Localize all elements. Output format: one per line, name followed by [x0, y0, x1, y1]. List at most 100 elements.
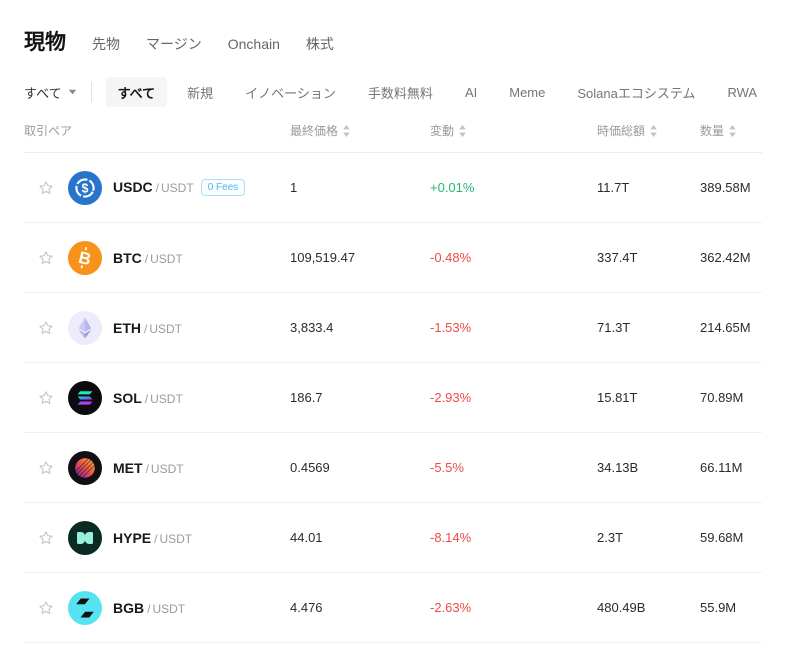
pair-separator: /: [145, 461, 149, 476]
category-solana[interactable]: Solanaエコシステム: [577, 85, 696, 101]
table-row[interactable]: B BTC / USDT 109,519.47 -0.48% 337.4T 36…: [24, 223, 762, 293]
pair-quote: USDT: [150, 461, 184, 476]
quote-currency-dropdown[interactable]: すべて: [24, 83, 77, 102]
pair-separator: /: [154, 531, 158, 546]
pair-quote: USDT: [152, 601, 186, 616]
column-volume-sort[interactable]: 数量: [700, 122, 762, 139]
column-marketcap-label: 時価総額: [597, 124, 646, 138]
column-change-label: 変動: [430, 124, 455, 138]
pair-base: ETH: [113, 319, 141, 336]
tab-margin[interactable]: マージン: [146, 36, 202, 52]
favorite-star-icon[interactable]: [37, 599, 55, 617]
favorite-star-icon[interactable]: [37, 249, 55, 267]
svg-text:B: B: [77, 247, 93, 268]
pair-separator: /: [144, 391, 149, 406]
coin-icon-sol: [68, 380, 102, 415]
market-cap: 15.81T: [597, 390, 638, 405]
change-percent: -0.48%: [430, 250, 472, 265]
column-price-label: 最終価格: [290, 124, 339, 138]
market-cap: 34.13B: [597, 460, 639, 475]
market-cap: 337.4T: [597, 250, 638, 265]
tab-stocks[interactable]: 株式: [305, 36, 334, 52]
volume: 389.58M: [700, 180, 751, 195]
change-percent: +0.01%: [430, 180, 475, 195]
last-price: 3,833.4: [290, 320, 334, 335]
sort-arrows-icon: [650, 124, 657, 137]
table-row[interactable]: BGB / USDT 4.476 -2.63% 480.49B 55.9M: [24, 573, 762, 643]
volume: 362.42M: [700, 250, 751, 265]
volume: 66.11M: [700, 460, 743, 475]
coin-icon-btc: B: [68, 240, 102, 275]
chevron-down-icon: [68, 89, 76, 95]
dropdown-label: すべて: [24, 85, 62, 101]
change-percent: -2.93%: [430, 390, 472, 405]
last-price: 44.01: [290, 530, 323, 545]
sort-arrows-icon: [343, 124, 350, 137]
filter-bar: すべて すべて 新規 イノベーション 手数料無料 AI Meme Solanaエ…: [24, 77, 762, 107]
last-price: 4.476: [290, 600, 323, 615]
coin-icon-usdc: $: [68, 170, 102, 205]
last-price: 186.7: [290, 390, 323, 405]
tab-futures[interactable]: 先物: [92, 36, 120, 52]
last-price: 109,519.47: [290, 250, 356, 265]
market-type-nav: 現物 先物 マージン Onchain 株式: [24, 0, 762, 56]
column-price-sort[interactable]: 最終価格: [290, 122, 430, 139]
pair-base: MET: [113, 459, 143, 476]
last-price: 1: [290, 180, 298, 195]
market-cap: 71.3T: [597, 320, 631, 335]
table-row[interactable]: ETH / USDT 3,833.4 -1.53% 71.3T 214.65M: [24, 293, 762, 363]
favorite-star-icon[interactable]: [37, 319, 55, 337]
category-zero-fees[interactable]: 手数料無料: [367, 85, 433, 101]
pair-quote: USDT: [159, 531, 193, 546]
category-meme[interactable]: Meme: [509, 84, 546, 100]
pair-separator: /: [147, 601, 151, 616]
favorite-star-icon[interactable]: [37, 179, 55, 197]
category-tabs: すべて 新規 イノベーション 手数料無料 AI Meme Solanaエコシステ…: [105, 77, 762, 107]
category-new[interactable]: 新規: [187, 85, 214, 101]
divider: [90, 82, 92, 102]
pair-base: USDC: [113, 179, 153, 195]
pair-base: HYPE: [113, 529, 152, 546]
table-row[interactable]: SOL / USDT 186.7 -2.93% 15.81T 70.89M: [24, 363, 762, 433]
table-header: 取引ペア 最終価格 変動 時価総額 数量: [24, 109, 762, 153]
last-price: 0.4569: [290, 460, 330, 475]
column-marketcap-sort[interactable]: 時価総額: [597, 122, 700, 139]
favorite-star-icon[interactable]: [37, 389, 55, 407]
pair-separator: /: [144, 251, 149, 266]
column-volume-label: 数量: [700, 124, 725, 138]
favorite-star-icon[interactable]: [37, 529, 55, 547]
coin-icon-met: [68, 450, 102, 485]
zero-fees-badge: 0 Fees: [200, 179, 246, 196]
market-cap: 480.49B: [597, 600, 646, 615]
category-rwa[interactable]: RWA: [727, 84, 758, 100]
coin-icon-bgb: [68, 590, 102, 625]
category-all[interactable]: すべて: [105, 77, 168, 107]
pair-separator: /: [144, 321, 148, 336]
tab-onchain[interactable]: Onchain: [227, 36, 280, 52]
change-percent: -5.5%: [430, 460, 464, 475]
favorite-star-icon[interactable]: [37, 459, 55, 477]
volume: 59.68M: [700, 530, 744, 545]
category-innovation[interactable]: イノベーション: [245, 85, 336, 101]
pair-base: BTC: [113, 249, 142, 266]
sort-arrows-icon: [729, 124, 736, 137]
coin-icon-eth: [68, 310, 102, 345]
pair-quote: USDT: [150, 251, 183, 266]
column-change-sort[interactable]: 変動: [430, 122, 597, 139]
change-percent: -8.14%: [430, 530, 472, 545]
pair-base: BGB: [113, 599, 145, 616]
tab-spot[interactable]: 現物: [24, 31, 66, 54]
market-list: $ USDC / USDT 0 Fees 1 +0.01% 11.7T 389.…: [24, 153, 762, 643]
table-row[interactable]: MET / USDT 0.4569 -5.5% 34.13B 66.11M: [24, 433, 762, 503]
pair-separator: /: [155, 181, 160, 195]
svg-text:$: $: [82, 181, 89, 195]
pair-base: SOL: [113, 389, 142, 406]
pair-quote: USDT: [150, 391, 183, 406]
category-ai[interactable]: AI: [464, 84, 478, 100]
table-row[interactable]: $ USDC / USDT 0 Fees 1 +0.01% 11.7T 389.…: [24, 153, 762, 223]
table-row[interactable]: HYPE / USDT 44.01 -8.14% 2.3T 59.68M: [24, 503, 762, 573]
change-percent: -2.63%: [430, 600, 472, 615]
volume: 214.65M: [700, 320, 751, 335]
volume: 70.89M: [700, 390, 744, 405]
sort-arrows-icon: [459, 124, 466, 137]
